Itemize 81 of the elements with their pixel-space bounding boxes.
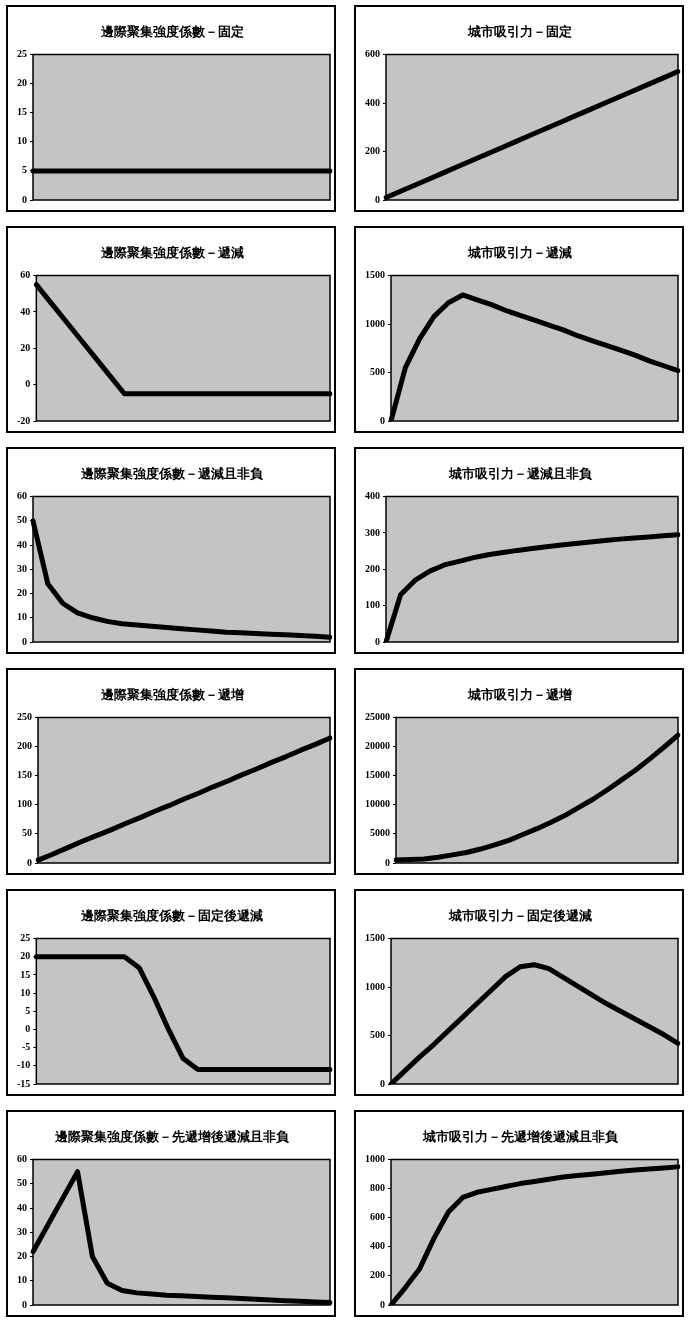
y-tick-label: 500 (370, 1029, 385, 1041)
y-tick-label: 0 (380, 414, 385, 426)
y-tick-label: 0 (27, 856, 32, 868)
y-tick-label: 15 (17, 106, 27, 118)
y-tick-label: 60 (17, 490, 27, 502)
y-tick-label: 1000 (365, 1153, 385, 1165)
y-tick-label: 100 (365, 599, 380, 611)
chart-title: 邊際聚集強度係數－遞減 (100, 245, 244, 261)
y-tick-label: -5 (21, 1041, 31, 1053)
y-tick-label: 10 (20, 986, 31, 998)
chart-title: 邊際聚集強度係數－固定 (100, 24, 244, 40)
y-tick-label: 25 (17, 48, 27, 60)
y-tick-label: 0 (375, 635, 380, 647)
y-tick-label: 40 (17, 1201, 27, 1213)
y-tick-label: 0 (380, 1298, 385, 1310)
y-tick-label: -20 (16, 414, 31, 426)
y-tick-label: 1500 (365, 932, 385, 944)
y-tick-label: 0 (385, 856, 390, 868)
y-tick-label: 15 (20, 968, 31, 980)
y-tick-label: 5000 (370, 827, 390, 839)
y-tick-label: 200 (365, 145, 380, 157)
y-tick-label: 20 (17, 1250, 27, 1262)
chart-title: 邊際聚集強度係數－固定後遞減 (81, 908, 263, 924)
y-tick-label: 400 (365, 96, 380, 108)
chart-title: 邊際聚集強度係數－遞增 (100, 687, 244, 703)
y-tick-label: 20 (20, 950, 31, 962)
y-tick-label: 25000 (365, 711, 390, 723)
y-tick-label: 0 (25, 1023, 31, 1035)
y-tick-label: 200 (17, 740, 32, 752)
y-tick-label: 50 (17, 514, 27, 526)
y-tick-label: 10000 (365, 798, 390, 810)
y-tick-label: 10 (17, 611, 27, 623)
y-tick-label: 15000 (365, 769, 390, 781)
y-tick-label: 0 (25, 378, 31, 390)
y-tick-label: 50 (17, 1177, 27, 1189)
y-tick-label: 25 (20, 932, 31, 944)
y-tick-label: 60 (17, 1153, 27, 1165)
y-tick-label: 1500 (365, 269, 385, 281)
y-tick-label: 60 (20, 269, 31, 281)
y-tick-label: 100 (17, 798, 32, 810)
chart-title: 城市吸引力－固定 (467, 24, 572, 40)
chart-title: 邊際聚集強度係數－遞減且非負 (81, 466, 264, 482)
y-tick-label: 20 (17, 587, 27, 599)
y-tick-label: 600 (365, 48, 380, 60)
y-tick-label: 150 (17, 769, 32, 781)
y-tick-label: 800 (370, 1182, 385, 1194)
y-tick-label: 10 (17, 1274, 27, 1286)
y-tick-label: 30 (17, 1225, 27, 1237)
y-tick-label: 20 (17, 77, 27, 89)
chart-title: 城市吸引力－固定後遞減 (447, 908, 592, 924)
chart-title: 城市吸引力－遞增 (467, 687, 572, 703)
y-tick-label: 200 (365, 562, 380, 574)
y-tick-label: 0 (22, 193, 27, 205)
chart-title: 城市吸引力－遞減且非負 (447, 466, 593, 482)
y-tick-label: 400 (365, 490, 380, 502)
y-tick-label: 0 (22, 1298, 27, 1310)
y-tick-label: 50 (22, 827, 32, 839)
y-tick-label: 300 (365, 526, 380, 538)
y-tick-label: 5 (25, 1004, 31, 1016)
y-tick-label: -10 (16, 1059, 31, 1071)
y-tick-label: 200 (370, 1269, 385, 1281)
y-tick-label: 20 (20, 341, 31, 353)
y-tick-label: 250 (17, 711, 32, 723)
y-tick-label: 500 (370, 366, 385, 378)
chart-title: 城市吸引力－遞減 (467, 245, 572, 261)
y-tick-label: 10 (17, 135, 27, 147)
y-tick-label: 0 (375, 193, 380, 205)
y-tick-label: 20000 (365, 740, 390, 752)
y-tick-label: 5 (22, 164, 27, 176)
y-tick-label: 0 (380, 1077, 385, 1089)
y-tick-label: 600 (370, 1211, 385, 1223)
y-tick-label: -15 (16, 1077, 31, 1089)
chart-title: 邊際聚集強度係數－先遞增後遞減且非負 (55, 1129, 290, 1145)
y-tick-label: 1000 (365, 980, 385, 992)
y-tick-label: 400 (370, 1240, 385, 1252)
y-tick-label: 40 (20, 305, 31, 317)
y-tick-label: 40 (17, 538, 27, 550)
y-tick-label: 0 (22, 635, 27, 647)
y-tick-label: 30 (17, 562, 27, 574)
chart-title: 城市吸引力－先遞增後遞減且非負 (421, 1129, 619, 1145)
y-tick-label: 1000 (365, 317, 385, 329)
